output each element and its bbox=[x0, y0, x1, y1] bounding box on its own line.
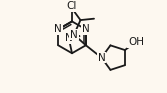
Text: Cl: Cl bbox=[67, 1, 77, 11]
Text: N: N bbox=[98, 53, 105, 63]
Text: N: N bbox=[54, 24, 62, 34]
Text: N: N bbox=[65, 33, 72, 43]
Text: N: N bbox=[82, 24, 90, 34]
Text: OH: OH bbox=[128, 37, 144, 47]
Text: N: N bbox=[70, 30, 78, 40]
